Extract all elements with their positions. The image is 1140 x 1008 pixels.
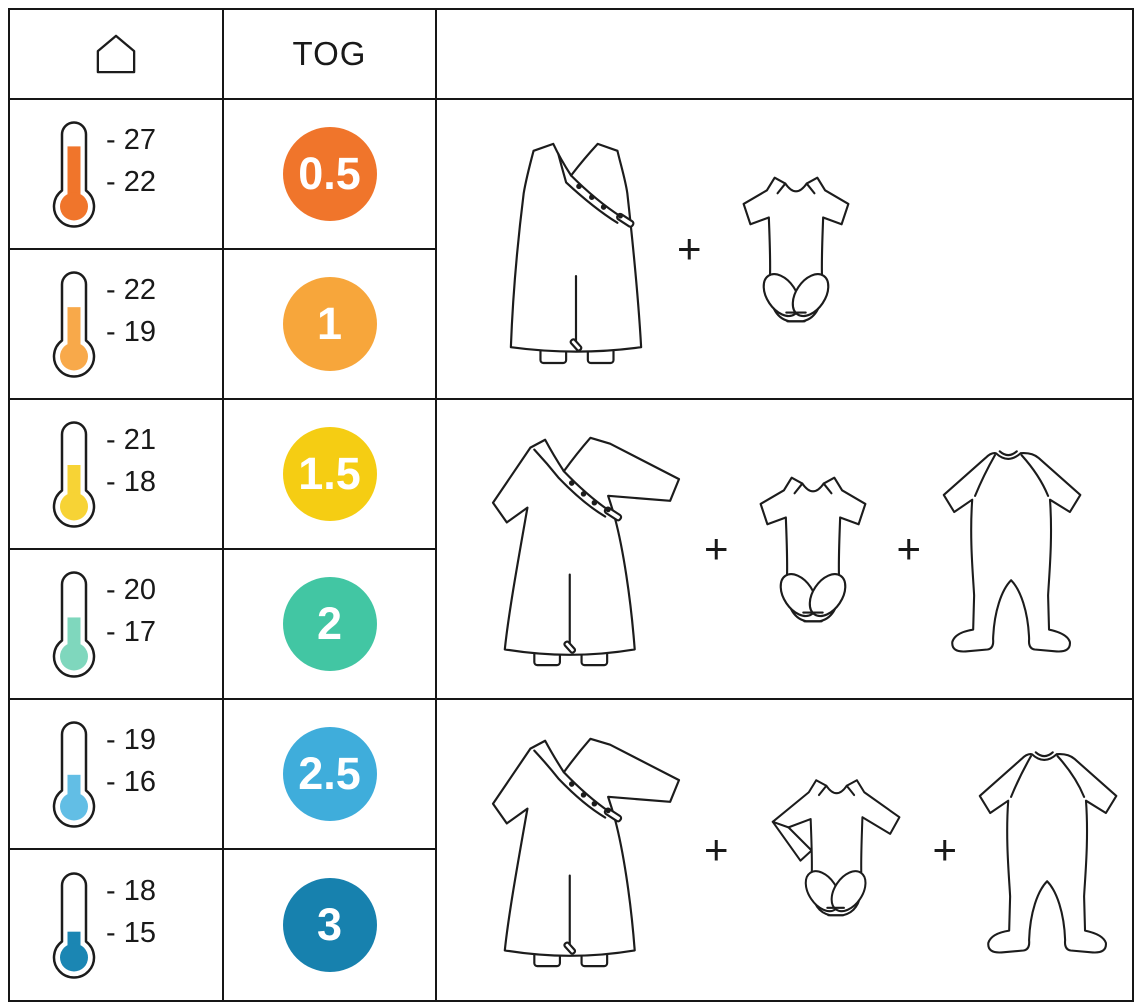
temp-high-label: - 27: [106, 123, 156, 156]
temp-low-label: - 17: [106, 615, 156, 648]
temperature-cell: - 19 - 16: [10, 700, 224, 850]
thermometer-icon: [52, 570, 96, 678]
tog-cell: 1.5: [224, 400, 437, 550]
plus-sign: +: [677, 225, 702, 272]
tog-cell: 0.5: [224, 100, 437, 250]
tog-badge-0.5: 0.5: [282, 127, 377, 221]
temp-high-label: - 20: [106, 573, 156, 606]
tog-badge-2.5: 2.5: [282, 727, 377, 821]
thermometer-icon: [52, 720, 96, 828]
tog-cell: 1: [224, 250, 437, 400]
outfit-group-2: + +: [437, 400, 1132, 700]
temperature-cell: - 18 - 15: [10, 850, 224, 1000]
tog-badge-3: 3: [282, 878, 377, 972]
plus-sign: +: [704, 525, 729, 572]
short-sleeve-bodysuit-icon: [728, 169, 864, 330]
outfit-group-3: + +: [437, 700, 1132, 1000]
plus-sign: +: [932, 826, 958, 873]
long-sleeve-sleep-sack-icon: [483, 726, 688, 974]
footed-pajamas-icon: [937, 439, 1089, 659]
plus-sign: +: [704, 826, 729, 873]
thermometer-icon: [52, 871, 96, 979]
tog-badge-1: 1: [282, 277, 377, 371]
tog-chart-table: TOG - 27 - 22 0.5 - 22 - 19 1: [8, 8, 1134, 1002]
plus-sign: +: [896, 525, 922, 572]
header-tog-cell: TOG: [224, 10, 437, 100]
tog-cell: 2: [224, 550, 437, 700]
short-sleeve-bodysuit-icon: [745, 469, 881, 630]
temperature-cell: - 21 - 18: [10, 400, 224, 550]
temp-low-label: - 19: [106, 315, 156, 348]
temperature-cell: - 27 - 22: [10, 100, 224, 250]
outfit-group-1: +: [437, 100, 1132, 400]
tog-badge-1.5: 1.5: [282, 427, 377, 521]
temp-high-label: - 19: [106, 723, 156, 756]
tog-badge-2: 2: [282, 577, 377, 671]
thermometer-icon: [52, 120, 96, 228]
temp-low-label: - 16: [106, 765, 156, 798]
temp-low-label: - 15: [106, 916, 156, 949]
temperature-cell: - 20 - 17: [10, 550, 224, 700]
temp-low-label: - 22: [106, 165, 156, 198]
temperature-cell: - 22 - 19: [10, 250, 224, 400]
footed-pajamas-icon: [973, 740, 1125, 960]
temp-high-label: - 22: [106, 273, 156, 306]
thermometer-icon: [52, 270, 96, 378]
header-room-cell: [10, 10, 224, 100]
temp-high-label: - 18: [106, 874, 156, 907]
header-outfits-cell: [437, 10, 1132, 100]
long-sleeve-sleep-sack-icon: [483, 425, 688, 673]
sleeveless-sleep-sack-icon: [501, 130, 651, 369]
tog-header-label: TOG: [292, 35, 367, 72]
tog-cell: 2.5: [224, 700, 437, 850]
thermometer-icon: [52, 420, 96, 528]
long-sleeve-bodysuit-icon: [745, 771, 917, 930]
tog-cell: 3: [224, 850, 437, 1000]
house-icon: [96, 34, 136, 74]
temp-high-label: - 21: [106, 423, 156, 456]
temp-low-label: - 18: [106, 465, 156, 498]
